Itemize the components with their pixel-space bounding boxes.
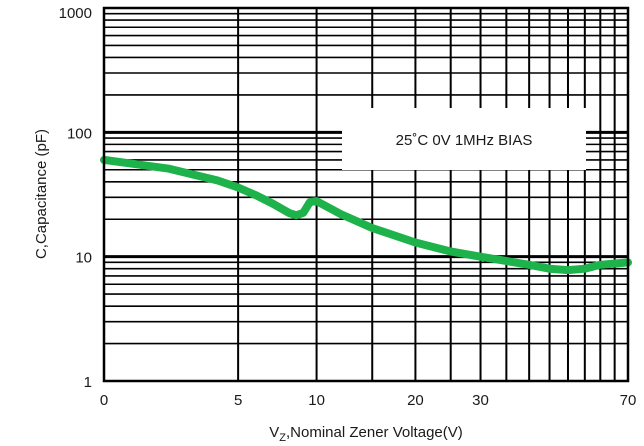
x-tick-label: 70: [620, 392, 637, 409]
x-tick-label: 5: [234, 392, 242, 409]
series-group: [100, 155, 632, 275]
x-axis-title: VZ,Nominal Zener Voltage(V): [269, 424, 463, 444]
annotation-background: [342, 108, 586, 170]
x-axis-title-text: ,Nominal Zener Voltage(V): [286, 424, 463, 441]
capacitance-series-line: [100, 155, 632, 275]
x-axis-title-subscript: Z: [279, 432, 286, 444]
y-tick-label: 1000: [59, 5, 92, 22]
y-tick-label: 10: [75, 250, 92, 267]
y-tick-labels: 1 10 100 1000: [59, 5, 92, 391]
y-axis-title: C,Capacitance (pF): [33, 129, 50, 259]
x-tick-labels: 0 5 10 20 30 70: [100, 392, 637, 409]
annotation-box: 25˚C 0V 1MHz BIAS: [342, 108, 586, 170]
x-tick-label: 0: [100, 392, 108, 409]
y-tick-label: 100: [67, 125, 92, 142]
x-tick-label: 20: [407, 392, 424, 409]
x-tick-label: 10: [308, 392, 325, 409]
x-tick-label: 30: [472, 392, 489, 409]
x-axis-title-symbol: V: [269, 424, 279, 441]
plot-frame: [102, 6, 630, 383]
y-tick-label: 1: [84, 374, 92, 391]
annotation-text: 25˚C 0V 1MHz BIAS: [396, 132, 533, 149]
